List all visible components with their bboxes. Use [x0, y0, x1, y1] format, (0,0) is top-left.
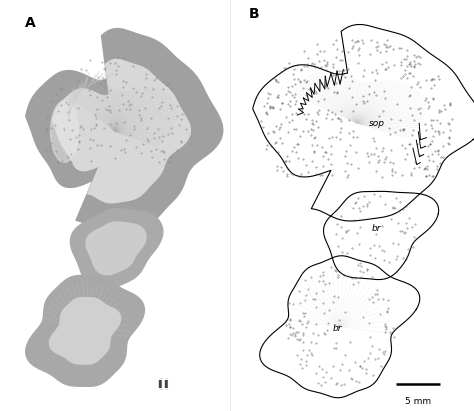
Polygon shape: [53, 60, 191, 203]
Bar: [168, 379, 171, 388]
Polygon shape: [26, 29, 223, 233]
Text: 5 mm: 5 mm: [405, 397, 431, 406]
Bar: [156, 379, 159, 388]
Polygon shape: [71, 209, 163, 290]
Polygon shape: [49, 298, 121, 364]
Bar: [156, 379, 171, 388]
Text: A: A: [25, 16, 35, 30]
Polygon shape: [26, 275, 145, 386]
Text: sop: sop: [369, 119, 385, 128]
Polygon shape: [51, 101, 78, 162]
Polygon shape: [253, 25, 474, 221]
Text: br: br: [333, 324, 342, 333]
Bar: [159, 379, 162, 388]
Text: br: br: [372, 224, 381, 233]
Polygon shape: [86, 222, 146, 275]
Bar: [162, 379, 165, 388]
Circle shape: [11, 0, 48, 55]
Text: B: B: [249, 7, 260, 21]
Bar: [165, 379, 168, 388]
Polygon shape: [324, 192, 438, 279]
Polygon shape: [260, 256, 420, 398]
